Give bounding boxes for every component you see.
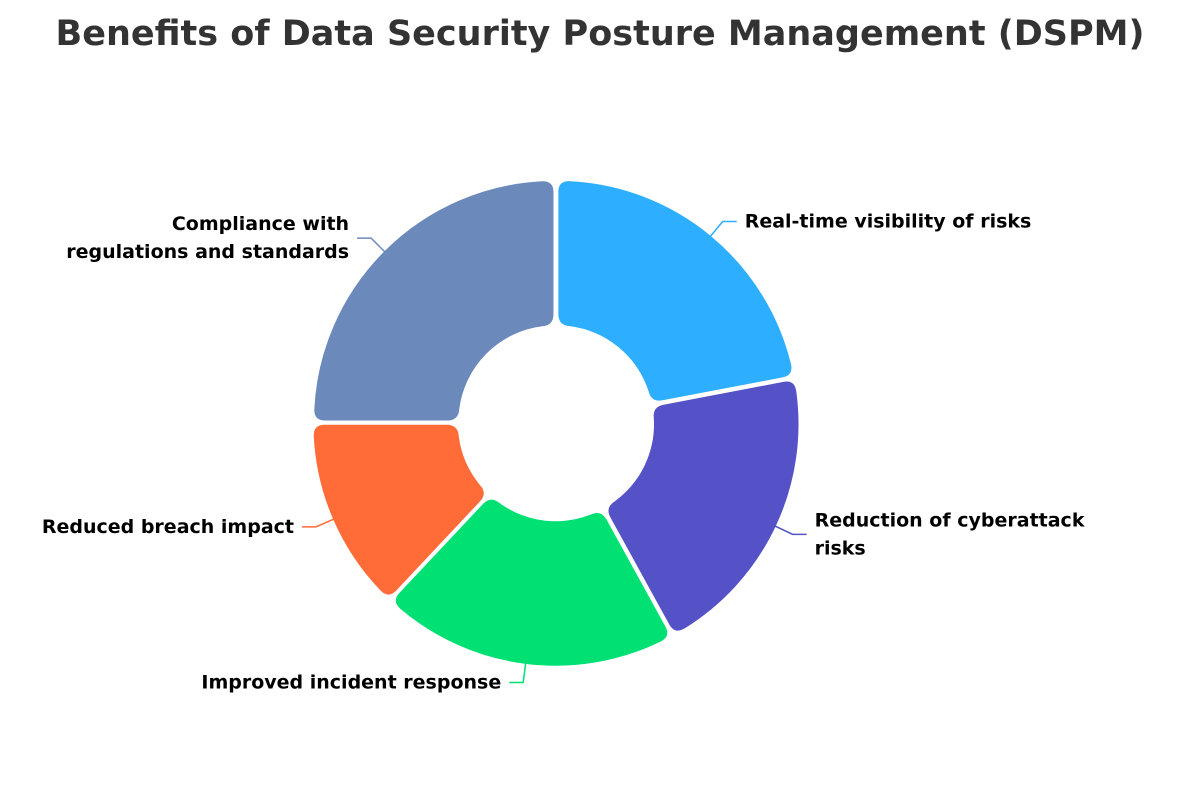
leader-line-real-time-visibility-of-risks [700,220,737,249]
leader-line-reduction-of-cyberattack-risks [761,519,807,536]
data-label-compliance-with-regulations-and-standards: Compliance with regulations and standards [66,213,349,263]
data-label-reduction-of-cyberattack-risks: Reduction of cyberattack risks [815,509,1085,559]
data-label-improved-incident-response: Improved incident response [201,671,501,693]
data-label-reduced-breach-impact: Reduced breach impact [42,516,294,538]
leader-line-reduced-breach-impact [302,512,348,528]
slice-real-time-visibility-of-risks [556,179,793,403]
leader-line-compliance-with-regulations-and-standards [357,237,396,263]
leader-line-improved-incident-response [509,648,529,684]
slice-reduction-of-cyberattack-risks [606,380,800,633]
slice-reduced-breach-impact [312,423,486,597]
chart-title: Benefits of Data Security Posture Manage… [55,14,1145,54]
data-label-real-time-visibility-of-risks: Real-time visibility of risks [745,211,1032,233]
slice-improved-incident-response [394,498,669,668]
slice-compliance-with-regulations-and-standards [312,179,555,422]
